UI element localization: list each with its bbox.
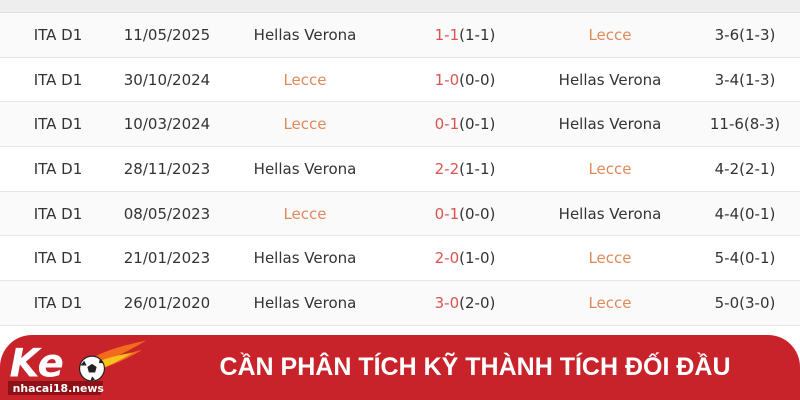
home-team[interactable]: Hellas Verona bbox=[253, 293, 357, 312]
half-time-score: (2-0) bbox=[459, 293, 496, 312]
headline-banner: CẦN PHÂN TÍCH KỸ THÀNH TÍCH ĐỐI ĐẦU bbox=[0, 335, 800, 400]
league: ITA D1 bbox=[33, 25, 83, 44]
svg-text:Ke: Ke bbox=[10, 341, 64, 386]
away-team[interactable]: Hellas Verona bbox=[558, 204, 662, 223]
score: 2-0(1-0) bbox=[400, 249, 530, 267]
table-header-bar bbox=[0, 0, 800, 13]
match-row: ITA D1 28/11/2023 Hellas Verona 2-2(1-1)… bbox=[0, 147, 800, 192]
match-row: ITA D1 11/05/2025 Hellas Verona 1-1(1-1)… bbox=[0, 13, 800, 58]
corners: 3-6(1-3) bbox=[714, 25, 776, 44]
corners: 5-0(3-0) bbox=[714, 293, 776, 312]
match-row: ITA D1 30/10/2024 Lecce 1-0(0-0) Hellas … bbox=[0, 57, 800, 103]
score: 0-1(0-1) bbox=[400, 115, 530, 133]
corners: 3-4(1-3) bbox=[714, 70, 776, 89]
score: 2-2(1-1) bbox=[400, 160, 530, 178]
away-team[interactable]: Lecce bbox=[588, 249, 632, 268]
home-team[interactable]: Hellas Verona bbox=[253, 25, 357, 44]
full-time-score: 1-1 bbox=[434, 25, 460, 44]
home-team[interactable]: Hellas Verona bbox=[253, 249, 357, 268]
away-team[interactable]: Hellas Verona bbox=[558, 70, 662, 89]
home-team[interactable]: Lecce bbox=[283, 70, 327, 89]
corners: 4-4(0-1) bbox=[714, 204, 776, 223]
away-team[interactable]: Hellas Verona bbox=[558, 115, 662, 134]
half-time-score: (0-1) bbox=[459, 115, 496, 134]
score: 1-0(0-0) bbox=[400, 71, 530, 89]
banner-title: CẦN PHÂN TÍCH KỸ THÀNH TÍCH ĐỐI ĐẦU bbox=[219, 353, 731, 381]
league: ITA D1 bbox=[33, 70, 83, 89]
match-row: ITA D1 21/01/2023 Hellas Verona 2-0(1-0)… bbox=[0, 236, 800, 282]
away-team[interactable]: Lecce bbox=[588, 159, 632, 178]
half-time-score: (1-1) bbox=[459, 25, 496, 44]
away-team[interactable]: Lecce bbox=[588, 25, 632, 44]
full-time-score: 3-0 bbox=[434, 293, 460, 312]
match-row: ITA D1 08/05/2023 Lecce 0-1(0-0) Hellas … bbox=[0, 191, 800, 237]
score: 1-1(1-1) bbox=[400, 26, 530, 44]
half-time-score: (0-0) bbox=[459, 70, 496, 89]
home-team[interactable]: Hellas Verona bbox=[253, 159, 357, 178]
site-logo: Ke nhacai18.news bbox=[8, 340, 147, 395]
match-date: 28/11/2023 bbox=[123, 159, 211, 178]
match-date: 11/05/2025 bbox=[123, 25, 211, 44]
full-time-score: 0-1 bbox=[434, 204, 460, 223]
match-date: 10/03/2024 bbox=[123, 115, 211, 134]
half-time-score: (0-0) bbox=[459, 204, 496, 223]
home-team[interactable]: Lecce bbox=[283, 115, 327, 134]
corners: 4-2(2-1) bbox=[714, 159, 776, 178]
match-date: 08/05/2023 bbox=[123, 204, 211, 223]
match-date: 21/01/2023 bbox=[123, 249, 211, 268]
full-time-score: 0-1 bbox=[434, 115, 460, 134]
home-team[interactable]: Lecce bbox=[283, 204, 327, 223]
league: ITA D1 bbox=[33, 249, 83, 268]
score: 3-0(2-0) bbox=[400, 294, 530, 312]
match-row: ITA D1 26/01/2020 Hellas Verona 3-0(2-0)… bbox=[0, 281, 800, 326]
league: ITA D1 bbox=[33, 159, 83, 178]
head-to-head-table: ITA D1 11/05/2025 Hellas Verona 1-1(1-1)… bbox=[0, 13, 800, 326]
league: ITA D1 bbox=[33, 293, 83, 312]
league: ITA D1 bbox=[33, 204, 83, 223]
match-row: ITA D1 10/03/2024 Lecce 0-1(0-1) Hellas … bbox=[0, 102, 800, 148]
corners: 11-6(8-3) bbox=[709, 115, 781, 134]
away-team[interactable]: Lecce bbox=[588, 293, 632, 312]
half-time-score: (1-0) bbox=[459, 249, 496, 268]
logo-domain: nhacai18.news bbox=[13, 382, 104, 395]
full-time-score: 2-2 bbox=[434, 159, 460, 178]
full-time-score: 2-0 bbox=[434, 249, 460, 268]
corners: 5-4(0-1) bbox=[714, 249, 776, 268]
league: ITA D1 bbox=[33, 115, 83, 134]
half-time-score: (1-1) bbox=[459, 159, 496, 178]
match-date: 26/01/2020 bbox=[123, 293, 211, 312]
match-date: 30/10/2024 bbox=[123, 70, 211, 89]
full-time-score: 1-0 bbox=[434, 70, 460, 89]
score: 0-1(0-0) bbox=[400, 205, 530, 223]
